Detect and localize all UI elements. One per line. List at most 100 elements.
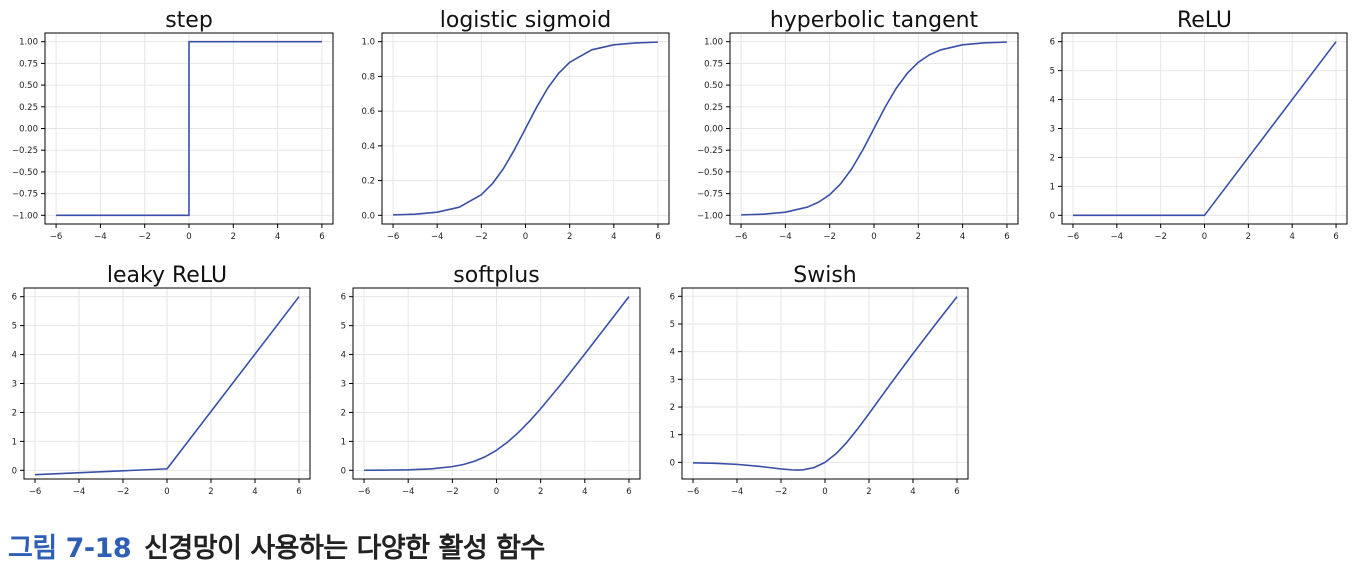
leaky-relu-xtick-label: −4 bbox=[73, 487, 86, 497]
softplus-xtick-label: 6 bbox=[626, 487, 631, 497]
relu-xtick-label: 0 bbox=[1202, 232, 1207, 242]
softplus-chart: −6 −4 −2 0 2 4 6 0 1 2 3 4 5 6 softplus bbox=[341, 263, 641, 497]
leaky-relu-series-line bbox=[34, 296, 300, 476]
figure-caption: 그림 7-18 신경망이 사용하는 다양한 활성 함수 bbox=[8, 526, 545, 565]
relu-ytick-label: 5 bbox=[1050, 67, 1055, 77]
logistic-sigmoid-xtick-label: 0 bbox=[523, 232, 528, 242]
relu-ytick-label: 2 bbox=[1050, 153, 1055, 163]
leaky-relu-ytick-label: 2 bbox=[12, 408, 17, 418]
leaky-relu-ytick-label: 6 bbox=[12, 293, 17, 303]
figure-number: 그림 7-18 bbox=[8, 533, 132, 564]
step-ytick-label: −1.00 bbox=[12, 211, 38, 221]
swish-xtick-label: −6 bbox=[687, 487, 700, 497]
swish-ytick-label: 5 bbox=[670, 320, 675, 330]
step-xtick-label: 2 bbox=[231, 232, 236, 242]
step-xtick-label: 4 bbox=[275, 232, 280, 242]
swish-xtick-label: 4 bbox=[910, 487, 915, 497]
leaky-relu-xtick-label: 2 bbox=[208, 487, 213, 497]
leaky-relu-title: leaky ReLU bbox=[107, 263, 227, 288]
hyperbolic-tangent-xtick-label: 0 bbox=[871, 232, 876, 242]
relu-chart: −6 −4 −2 0 2 4 6 0 1 2 3 4 5 6 ReLU bbox=[1050, 8, 1348, 242]
logistic-sigmoid-xtick-label: 4 bbox=[611, 232, 616, 242]
swish-ytick-label: 0 bbox=[670, 458, 675, 468]
swish-series-line bbox=[692, 296, 958, 471]
hyperbolic-tangent-xtick-label: −2 bbox=[823, 232, 836, 242]
relu-xtick-label: −2 bbox=[1154, 232, 1167, 242]
softplus-ytick-label: 1 bbox=[341, 437, 346, 447]
logistic-sigmoid-ytick-label: 0.8 bbox=[361, 72, 375, 82]
softplus-title: softplus bbox=[453, 263, 539, 288]
step-series-line bbox=[56, 40, 322, 217]
leaky-relu-xtick-label: −6 bbox=[29, 487, 42, 497]
softplus-xtick-label: −4 bbox=[402, 487, 415, 497]
step-ytick-label: −0.50 bbox=[12, 168, 38, 178]
hyperbolic-tangent-xtick-label: −6 bbox=[735, 232, 748, 242]
softplus-ytick-label: 0 bbox=[341, 466, 346, 476]
hyperbolic-tangent-ytick-label: 0.00 bbox=[704, 125, 723, 135]
softplus-xtick-label: 4 bbox=[582, 487, 587, 497]
relu-series-line bbox=[1072, 41, 1337, 217]
softplus-xtick-label: −2 bbox=[446, 487, 459, 497]
step-ytick-label: −0.25 bbox=[12, 146, 38, 156]
hyperbolic-tangent-ytick-label: −0.50 bbox=[697, 168, 723, 178]
leaky-relu-xtick-label: 0 bbox=[164, 487, 169, 497]
hyperbolic-tangent-xtick-label: 2 bbox=[916, 232, 921, 242]
leaky-relu-xtick-label: −2 bbox=[117, 487, 130, 497]
softplus-ytick-label: 2 bbox=[341, 408, 346, 418]
hyperbolic-tangent-ytick-label: −0.75 bbox=[697, 190, 723, 200]
leaky-relu-xtick-label: 4 bbox=[252, 487, 257, 497]
swish-xtick-label: 2 bbox=[866, 487, 871, 497]
swish-ytick-label: 2 bbox=[670, 403, 675, 413]
swish-xtick-label: −4 bbox=[731, 487, 744, 497]
logistic-sigmoid-xtick-label: −2 bbox=[475, 232, 488, 242]
softplus-xtick-label: 0 bbox=[494, 487, 499, 497]
relu-xtick-label: −6 bbox=[1067, 232, 1080, 242]
logistic-sigmoid-title: logistic sigmoid bbox=[440, 8, 611, 33]
softplus-series-line bbox=[364, 296, 630, 472]
step-chart: −6 −4 −2 0 2 4 6 −1.00 −0.75 −0.50 −0.25 0.00 0.25 0.… bbox=[12, 8, 334, 242]
hyperbolic-tangent-ytick-label: 1.00 bbox=[704, 38, 723, 48]
softplus-xtick-label: −6 bbox=[358, 487, 371, 497]
hyperbolic-tangent-title: hyperbolic tangent bbox=[770, 8, 979, 33]
step-xtick-label: 6 bbox=[319, 232, 324, 242]
relu-ytick-label: 3 bbox=[1050, 125, 1055, 135]
logistic-sigmoid-ytick-label: 0.4 bbox=[361, 142, 375, 152]
leaky-relu-ytick-label: 4 bbox=[12, 351, 17, 361]
relu-xtick-label: −4 bbox=[1111, 232, 1124, 242]
relu-ytick-label: 4 bbox=[1050, 96, 1055, 106]
step-xtick-label: −2 bbox=[138, 232, 151, 242]
step-ytick-label: 0.25 bbox=[19, 103, 38, 113]
step-ytick-label: 0.75 bbox=[19, 59, 38, 69]
swish-title: Swish bbox=[793, 263, 856, 288]
relu-xtick-label: 2 bbox=[1246, 232, 1251, 242]
step-title: step bbox=[165, 8, 213, 33]
swish-xtick-label: 0 bbox=[822, 487, 827, 497]
logistic-sigmoid-xtick-label: −6 bbox=[387, 232, 400, 242]
hyperbolic-tangent-xtick-label: 6 bbox=[1004, 232, 1009, 242]
swish-ytick-label: 3 bbox=[670, 375, 675, 385]
step-ytick-label: 0.50 bbox=[19, 81, 38, 91]
logistic-sigmoid-series-line bbox=[393, 41, 658, 216]
softplus-xtick-label: 2 bbox=[538, 487, 543, 497]
softplus-ytick-label: 6 bbox=[341, 293, 346, 303]
relu-title: ReLU bbox=[1177, 8, 1232, 33]
relu-xtick-label: 6 bbox=[1333, 232, 1338, 242]
leaky-relu-xtick-label: 6 bbox=[296, 487, 301, 497]
swish-xtick-label: −2 bbox=[775, 487, 788, 497]
hyperbolic-tangent-xtick-label: −4 bbox=[779, 232, 792, 242]
relu-ytick-label: 6 bbox=[1050, 38, 1055, 48]
step-xtick-label: −4 bbox=[94, 232, 107, 242]
relu-ytick-label: 1 bbox=[1050, 182, 1055, 192]
step-ytick-label: 1.00 bbox=[19, 38, 38, 48]
swish-ytick-label: 1 bbox=[670, 431, 675, 441]
logistic-sigmoid-xtick-label: 6 bbox=[655, 232, 660, 242]
swish-ytick-label: 6 bbox=[670, 292, 675, 302]
swish-xtick-label: 6 bbox=[954, 487, 959, 497]
leaky-relu-ytick-label: 1 bbox=[12, 437, 17, 447]
hyperbolic-tangent-chart: −6 −4 −2 0 2 4 6 −1.00 −0.75 −0.50 −0.25 0.00 0.25 0.… bbox=[697, 8, 1019, 242]
hyperbolic-tangent-ytick-label: 0.25 bbox=[704, 103, 723, 113]
logistic-sigmoid-chart: −6 −4 −2 0 2 4 6 0.0 0.2 0.4 0.6 0.8 1.0 logistic sig… bbox=[361, 8, 670, 242]
softplus-ytick-label: 3 bbox=[341, 380, 346, 390]
leaky-relu-ytick-label: 3 bbox=[12, 380, 17, 390]
relu-ytick-label: 0 bbox=[1050, 211, 1055, 221]
